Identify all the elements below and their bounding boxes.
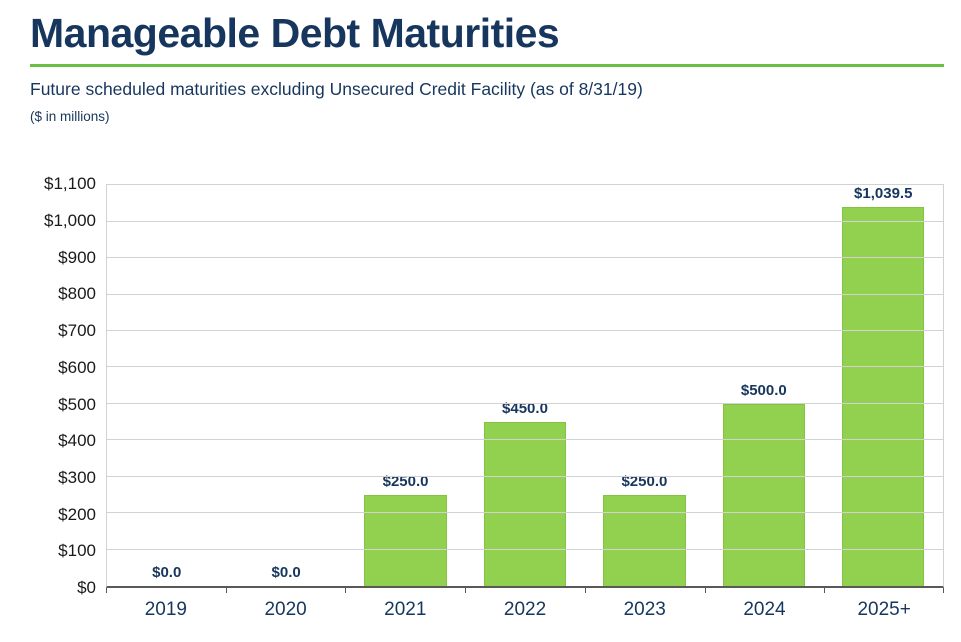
gridline (107, 257, 943, 259)
y-tick-label: $500 (58, 394, 96, 414)
bar-slot-2022: $450.0 (465, 185, 584, 587)
gridline (107, 329, 943, 331)
x-tick-label: 2024 (743, 599, 786, 621)
y-axis: $0 $100 $200 $300 $400 $500 $600 $700 $800 $900 $1… (30, 174, 106, 597)
y-tick-label: $800 (58, 284, 96, 304)
title-divider (30, 64, 944, 68)
page-title: Manageable Debt Maturities (30, 10, 560, 56)
x-tick: 2021 (345, 588, 465, 628)
y-tick-label: $400 (58, 431, 96, 451)
gridline (107, 402, 943, 404)
gridline (107, 548, 943, 550)
axis-tick-mark (943, 588, 944, 594)
gridline (107, 512, 943, 514)
bar-slot-2019: $0.0 (107, 185, 226, 586)
bar-slot-2024: $500.0 (704, 185, 823, 587)
x-tick: 2022 (465, 588, 585, 628)
x-tick-label: 2025+ (857, 599, 911, 621)
gridline (107, 475, 943, 477)
bar-value-label: $500.0 (740, 381, 787, 399)
plot-area: $0.0 $0.0 $250.0 $450.0 $250.0 $500.0 $1,039.5 (106, 184, 944, 589)
x-tick: 2025+ (824, 588, 944, 628)
x-tick-label: 2019 (144, 599, 187, 621)
chart-subtitle: Future scheduled maturities excluding Un… (30, 79, 643, 100)
bar-slot-2021: $250.0 (346, 185, 465, 587)
x-tick: 2019 (106, 588, 226, 628)
bar-slot-2023: $250.0 (585, 185, 704, 587)
bars-container: $0.0 $0.0 $250.0 $450.0 $250.0 $500.0 $1,039.5 (107, 185, 943, 587)
y-tick-label: $0 (77, 578, 96, 598)
gridline (107, 220, 943, 222)
gridline (107, 366, 943, 368)
axis-tick-mark (465, 588, 467, 594)
axis-tick-mark (584, 588, 586, 594)
gridline (107, 293, 943, 295)
x-axis: 2019 2020 2021 2022 2023 2024 2025+ (106, 588, 944, 628)
bar-chart: $0 $100 $200 $300 $400 $500 $600 $700 $800 $900 $1… (30, 174, 944, 628)
x-tick-label: 2020 (264, 599, 307, 621)
x-tick: 2024 (705, 588, 825, 628)
axis-tick-mark (225, 588, 227, 594)
y-tick-label: $200 (58, 504, 96, 524)
y-tick-label: $100 (58, 541, 96, 561)
y-tick-label: $1,100 (44, 174, 96, 194)
units-note: ($ in millions) (30, 109, 110, 125)
y-tick-label: $600 (58, 357, 96, 377)
x-tick: 2023 (585, 588, 705, 628)
x-tick-label: 2021 (384, 599, 427, 621)
bar (603, 495, 686, 587)
bar-value-label: $1,039.5 (854, 185, 913, 203)
bar-slot-2020: $0.0 (226, 185, 345, 586)
y-tick-label: $900 (58, 247, 96, 267)
axis-tick-mark (345, 588, 347, 594)
bar (364, 495, 447, 587)
bar-value-label: $250.0 (621, 473, 668, 491)
bar (483, 422, 567, 587)
y-tick-label: $300 (58, 467, 96, 487)
bar (842, 207, 925, 587)
axis-tick-mark (106, 588, 107, 594)
bar-value-label: $0.0 (271, 564, 301, 582)
x-tick-label: 2023 (623, 599, 666, 621)
axis-tick-mark (824, 588, 826, 594)
gridline (107, 439, 943, 441)
bar-value-label: $0.0 (152, 564, 182, 582)
y-tick-label: $1,000 (44, 210, 96, 230)
bar (722, 403, 806, 587)
bar-slot-2025-plus: $1,039.5 (824, 185, 943, 587)
axis-tick-mark (704, 588, 706, 594)
x-tick: 2020 (226, 588, 346, 628)
x-tick-label: 2022 (503, 599, 547, 621)
bar-value-label: $450.0 (502, 400, 548, 418)
bar-value-label: $250.0 (382, 473, 429, 491)
y-tick-label: $700 (58, 321, 96, 341)
